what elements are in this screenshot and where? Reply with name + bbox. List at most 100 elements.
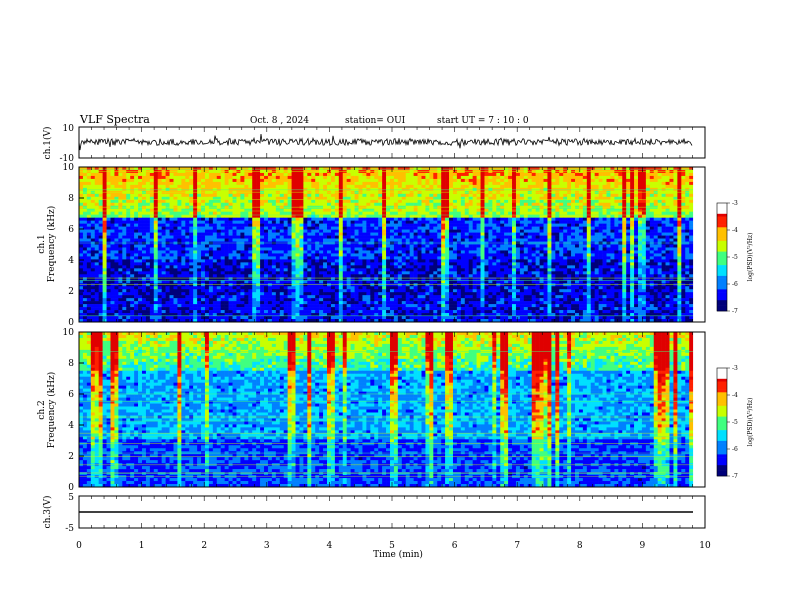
spectrogram-cell [460, 202, 466, 207]
spectrogram-cell [575, 214, 580, 218]
spectrogram-cell [484, 256, 489, 260]
spectrogram-cell [681, 223, 686, 227]
spectrogram-cell [594, 193, 599, 198]
spectrogram-cell [614, 214, 619, 218]
spectrogram-cell [519, 253, 525, 257]
spectrogram-cell [153, 199, 159, 204]
spectrogram-cell [110, 253, 115, 257]
spectrogram-cell [602, 235, 607, 239]
spectrogram-cell [523, 220, 529, 224]
spectrogram-cell [452, 214, 458, 218]
spectrogram-cell [287, 253, 292, 257]
spectrogram-cell [228, 214, 233, 218]
spectrogram-cell [618, 193, 623, 198]
spectrogram-cell [456, 238, 462, 242]
spectrogram-cell [634, 259, 639, 263]
spectrogram-cell [535, 250, 540, 254]
spectrogram-cell [480, 229, 485, 233]
spectrogram-cell [126, 259, 131, 263]
spectrogram-cell [311, 247, 316, 251]
spectrogram-cell [622, 247, 627, 251]
spectrogram-cell [649, 175, 655, 180]
spectrogram-cell [468, 244, 473, 248]
spectrogram-cell [598, 247, 603, 251]
spectrogram-cell [145, 226, 151, 230]
spectrogram-cell [441, 232, 446, 236]
spectrogram-cell [669, 199, 674, 204]
spectrogram-cell [141, 226, 147, 230]
spectrogram-cell [496, 259, 501, 263]
spectrogram-cell [563, 181, 568, 186]
spectrogram-cell [346, 217, 351, 221]
spectrogram-cell [197, 247, 202, 251]
spectrogram-cell [515, 208, 521, 213]
spectrogram-cell [236, 253, 241, 257]
spectrogram-cell [264, 193, 269, 198]
spectrogram-cell [212, 220, 218, 224]
spectrogram-cell [425, 250, 430, 254]
spectrogram-cell [539, 244, 544, 248]
spectrogram-cell [433, 223, 438, 227]
spectrogram-cell [575, 167, 580, 171]
spectrogram-cell [472, 193, 477, 198]
spectrogram-cell [527, 226, 533, 230]
spectrogram-cell [445, 223, 450, 227]
spectrogram-cell [472, 178, 477, 183]
spectrogram-cell [464, 196, 470, 201]
spectrogram-cell [504, 250, 509, 254]
spectrogram-cell [366, 214, 371, 218]
spectrogram-cell [319, 232, 324, 236]
spectrogram-cell [236, 226, 241, 230]
spectrogram-cell [327, 193, 332, 198]
spectrogram-cell [350, 226, 355, 230]
spectrogram-cell [421, 235, 426, 239]
spectrogram-cell [169, 178, 174, 183]
spectrogram-cell [275, 223, 281, 227]
spectrogram-cell [500, 250, 505, 254]
spectrogram-cell [413, 193, 418, 198]
spectrogram-cell [594, 217, 599, 221]
spectrogram-cell [590, 211, 595, 215]
spectrogram-cell [122, 178, 127, 183]
spectrogram-cell [283, 181, 288, 186]
spectrogram-cell [299, 250, 304, 254]
spectrogram-cell [405, 259, 410, 263]
spectrogram-cell [370, 202, 375, 207]
spectrogram-cell [614, 211, 619, 215]
spectrogram-cell [460, 256, 466, 260]
spectrogram-cell [547, 217, 552, 221]
spectrogram-cell [173, 226, 178, 230]
spectrogram-cell [189, 223, 194, 227]
spectrogram-cell [413, 229, 418, 233]
spectrogram-cell [559, 196, 564, 201]
spectrogram-cell [669, 220, 674, 224]
spectrogram-cell [291, 175, 296, 180]
spectrogram-cell [598, 229, 603, 233]
spectrogram-cell [197, 208, 202, 213]
spectrogram-cell [362, 178, 367, 183]
spectrogram-cell [256, 211, 261, 215]
spectrogram-cell [512, 259, 517, 263]
spectrogram-cell [378, 226, 383, 230]
spectrogram-cell [208, 223, 214, 227]
spectrogram-cell [405, 199, 410, 204]
spectrogram-cell [630, 229, 635, 233]
spectrogram-cell [334, 175, 340, 180]
spectrogram-cell [370, 250, 375, 254]
spectrogram-cell [275, 214, 281, 218]
spectrogram-cell [590, 178, 595, 183]
spectrogram-cell [98, 184, 103, 189]
spectrogram-cell [492, 202, 497, 207]
spectrogram-cell [555, 202, 560, 207]
spectrogram-cell [110, 235, 115, 239]
spectrogram-cell [618, 232, 623, 236]
spectrogram-cell [397, 196, 403, 201]
spectrogram-cell [559, 244, 564, 248]
spectrogram-cell [637, 259, 643, 263]
spectrogram-cell [79, 199, 84, 204]
spectrogram-cell [275, 202, 281, 207]
spectrogram-cell [279, 259, 285, 263]
spectrogram-cell [441, 259, 446, 263]
spectrogram-cell [535, 202, 540, 207]
spectrogram-cell [204, 226, 210, 230]
